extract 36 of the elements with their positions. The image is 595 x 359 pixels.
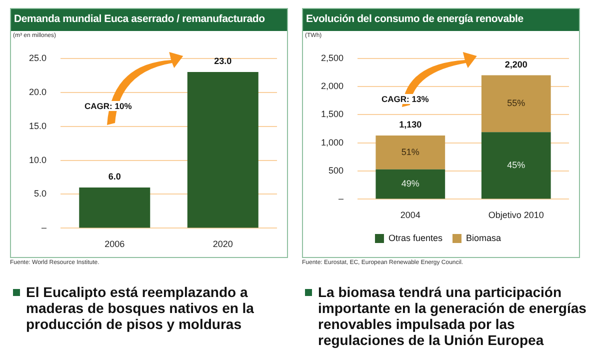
y-tick-label: 500 [328, 166, 344, 176]
y-tick-label: 2,000 [320, 81, 344, 92]
text: El Eucalipto está reemplazando a maderas de bosques nativos en la producción de pisos y molduras [25, 284, 255, 332]
x-tick-label: 2020 [212, 239, 233, 250]
y-tick-label: 10.0 [28, 154, 47, 165]
chart-title: Demanda mundial Euca aserrado / remanufacturado [11, 9, 287, 31]
y-tick-label: – [42, 222, 47, 233]
bar [481, 75, 551, 132]
annotation: CAGR: 10% [82, 100, 134, 111]
y-tick-label: 20.0 [28, 86, 47, 97]
annotation: 51% [401, 146, 420, 157]
bar [481, 132, 551, 199]
annotation: 49% [401, 178, 420, 189]
y-tick-label: 25.0 [28, 52, 47, 63]
y-tick-label: 5.0 [34, 188, 47, 199]
legend-label: Biomasa [466, 232, 502, 243]
chart-title: Evolución del consumo de energía renovable [303, 9, 579, 31]
y-tick-label: – [338, 194, 344, 204]
data-label: 23.0 [214, 56, 232, 66]
total-label: 1,130 [399, 120, 422, 130]
y-tick-label: 1,000 [320, 137, 344, 148]
x-tick-label: 2006 [104, 239, 125, 250]
x-tick-label: 2004 [400, 210, 420, 220]
total-label: 2,200 [504, 59, 528, 70]
y-tick-label: 2,500 [320, 52, 344, 63]
y-tick-label: 1,500 [320, 109, 344, 120]
x-tick-label: Objetivo 2010 [488, 210, 544, 220]
legend-label: Otras fuentes [388, 232, 444, 243]
text: La biomasa tendrá una participación importante en la generación de energías renovables impulsada por las regulaciones de la Unión Europea [317, 284, 588, 348]
annotation: 55% [507, 98, 526, 108]
annotation: CAGR: 13% [380, 94, 431, 104]
bar [376, 136, 446, 170]
bar [376, 169, 446, 199]
data-label: 6.0 [108, 171, 121, 182]
annotation: 45% [507, 160, 526, 170]
y-tick-label: 15.0 [28, 120, 47, 131]
